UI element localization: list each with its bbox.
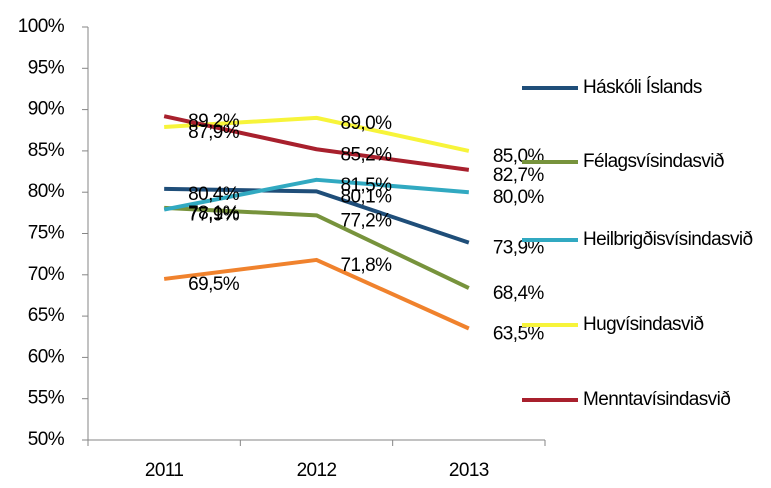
y-tick-label: 55% [28,388,65,409]
y-tick-label: 85% [28,140,65,161]
data-label: 77,2% [341,210,393,231]
y-tick-label: 95% [28,57,65,78]
legend-label: Hugvísindasvið [583,314,704,335]
data-label: 81,5% [341,175,393,196]
data-label: 69,5% [188,274,240,295]
series-line [164,115,470,153]
data-label: 78,1% [188,203,240,224]
data-label: 87,9% [188,122,240,143]
series-line [163,177,469,212]
data-label: 85,2% [341,144,393,165]
y-tick-label: 80% [28,181,65,202]
series-line [163,114,470,172]
data-label: 80,4% [188,184,240,205]
y-tick-label: 60% [28,346,65,367]
data-label: 71,8% [341,255,393,276]
legend-label: Menntavísindasvið [583,389,731,410]
data-label: 89,2% [188,111,240,132]
data-label: 73,9% [493,238,545,259]
series-line [164,205,470,290]
y-tick-label: 100% [18,16,65,37]
x-tick-label: 2012 [297,460,337,481]
series-line [164,186,470,245]
y-tick-label: 70% [28,264,65,285]
x-tick-label: 2013 [449,460,489,481]
data-label: 68,4% [493,283,545,304]
y-tick-label: 75% [28,223,65,244]
data-label: 80,0% [493,187,545,208]
series-line [163,257,470,331]
data-label: 82,7% [493,165,545,186]
data-label: 77,9% [188,205,240,226]
y-tick-label: 90% [28,99,65,120]
legend-label: Háskóli Íslands [583,77,702,98]
legend-label: Heilbrigðisvísindasvið [583,229,753,250]
y-tick-label: 65% [28,305,65,326]
data-label: 63,5% [493,324,545,345]
x-tick-label: 2011 [145,460,183,481]
data-label: 89,0% [341,113,393,134]
legend-label: Félagsvísindasvið [583,151,724,172]
data-label: 80,1% [341,186,393,207]
y-tick-label: 50% [28,429,65,450]
